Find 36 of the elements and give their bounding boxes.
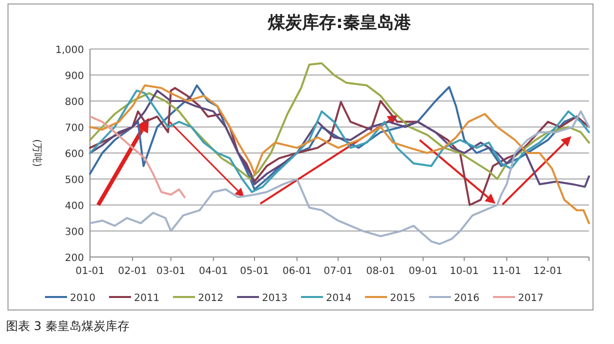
- legend-label: 2011: [134, 293, 160, 304]
- y-tick-label: 500: [64, 175, 84, 186]
- line-series: [89, 116, 186, 198]
- line-series: [89, 62, 590, 180]
- legend-label: 2015: [390, 293, 416, 304]
- x-tick-label: 07-01: [324, 266, 353, 277]
- line-series: [89, 84, 590, 224]
- y-tick-label: 600: [64, 149, 84, 160]
- y-tick-label: 400: [64, 201, 84, 212]
- y-tick-label: 1,000: [55, 45, 84, 56]
- x-tick-label: 05-01: [240, 266, 270, 277]
- x-tick-label: 01-01: [75, 266, 105, 277]
- legend-label: 2016: [454, 293, 480, 304]
- y-tick-label: 300: [64, 227, 84, 238]
- y-tick-label: 700: [64, 123, 84, 134]
- legend-label: 2014: [326, 293, 352, 304]
- x-tick-label: 11-01: [492, 266, 522, 277]
- x-tick-label: 08-01: [366, 266, 396, 277]
- y-tick-label: 900: [64, 71, 84, 82]
- x-tick-label: 09-01: [408, 266, 438, 277]
- text: 图表 3 秦皇岛煤炭库存: [6, 319, 130, 333]
- legend-label: 2010: [70, 293, 96, 304]
- line-series: [89, 110, 590, 245]
- legend-label: 2013: [262, 293, 288, 304]
- x-tick-label: 04-01: [198, 266, 228, 277]
- legend-label: 2012: [198, 293, 224, 304]
- y-axis-title: (万吨): [31, 139, 43, 167]
- x-tick-label: 02-01: [118, 266, 148, 277]
- y-tick-label: 800: [64, 97, 84, 108]
- legend-label: 2017: [518, 293, 544, 304]
- x-tick-label: 10-01: [450, 266, 479, 277]
- y-tick-label: 200: [64, 253, 84, 264]
- x-tick-label: 03-01: [156, 266, 186, 277]
- x-tick-label: 12-01: [533, 266, 562, 277]
- chart-title: 煤炭库存:秦皇岛港: [267, 13, 412, 33]
- x-tick-label: 06-01: [282, 266, 312, 277]
